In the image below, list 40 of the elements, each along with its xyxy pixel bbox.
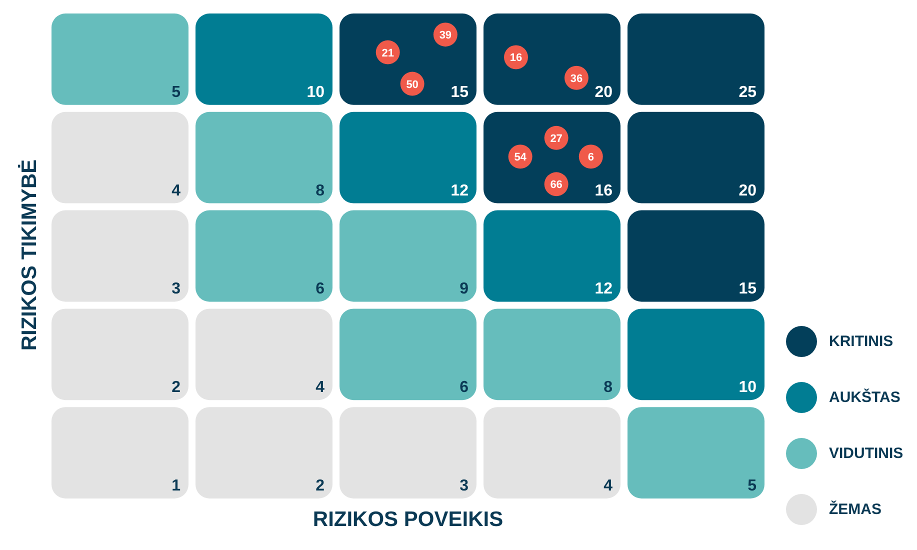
annotation: 6 (588, 152, 594, 164)
data-label: 2 (316, 478, 325, 494)
data-label: 6 (316, 280, 325, 298)
data-label: 8 (604, 379, 613, 396)
data-label: 4 (604, 478, 613, 494)
data-label: 5 (748, 478, 757, 494)
data-label: 2 (172, 379, 181, 396)
data-label: 8 (316, 182, 325, 200)
category-label: KRITINIS (829, 332, 894, 350)
data-label: 3 (460, 478, 469, 494)
annotation: 54 (514, 152, 528, 164)
annotation: 27 (550, 132, 562, 145)
data-label: 3 (172, 280, 181, 298)
data-label: 15 (450, 84, 469, 101)
annotation: 66 (550, 179, 562, 192)
annotation: 36 (570, 72, 583, 85)
annotation: 39 (439, 30, 452, 42)
data-label: 20 (738, 182, 757, 200)
annotation: 50 (406, 78, 418, 91)
category-label: VIDUTINIS (829, 444, 904, 462)
data-label: 15 (738, 280, 757, 298)
annotation: 21 (382, 47, 394, 60)
data-label: 20 (594, 84, 613, 101)
data-label: 25 (738, 84, 757, 101)
data-label: 10 (306, 84, 325, 101)
x-axis-title: RIZIKOS POVEIKIS (312, 508, 504, 532)
data-label: 16 (594, 182, 613, 200)
data-label: 1 (172, 478, 181, 494)
annotation: 16 (510, 52, 522, 64)
data-label: 9 (460, 280, 469, 298)
data-label: 6 (460, 379, 469, 396)
data-label: 5 (172, 84, 181, 101)
data-label: 12 (450, 182, 469, 200)
data-label: 12 (594, 280, 613, 298)
data-label: 4 (172, 182, 181, 200)
category-label: AUKŠTAS (829, 388, 900, 406)
data-label: 10 (738, 379, 757, 396)
data-label: 4 (316, 379, 325, 396)
category-label: ŽEMAS (829, 500, 882, 518)
y-axis-title: RIZIKOS TIKIMYBĖ (18, 159, 42, 351)
